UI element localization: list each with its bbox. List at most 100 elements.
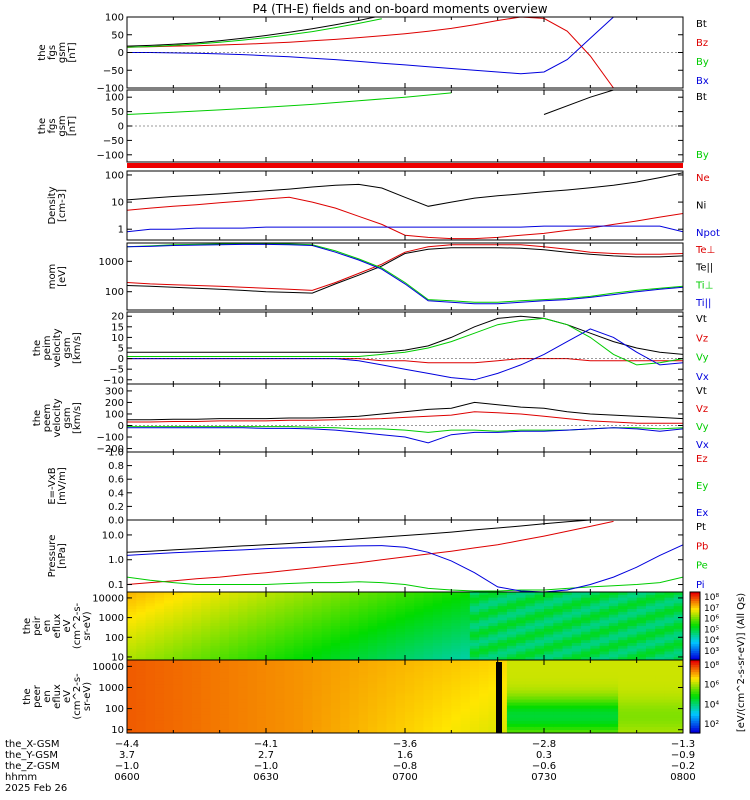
- y-axis-label: gsm: [57, 115, 68, 136]
- series-line-Npot: [127, 225, 683, 233]
- colorbar-tick-label: 10³: [704, 647, 719, 657]
- y-tick-label: 1000: [99, 257, 124, 268]
- legend-entry-Vz: Vz: [696, 404, 708, 415]
- legend-entry-Vy: Vy: [696, 422, 709, 433]
- y-tick-label: 10: [111, 198, 124, 209]
- colorbar-tick-label: 10⁴: [704, 700, 719, 710]
- panel-10: 10⁸ 10⁶ 10⁴ 10² 10000 1000 100 10 the peer en eflux…: [22, 659, 719, 736]
- legend-entry-Vz: Vz: [696, 333, 708, 344]
- series-line-Pt: [127, 520, 591, 553]
- y-axis-label: velocity: [52, 398, 63, 437]
- y-axis-label: sr-eV): [82, 682, 93, 711]
- y-tick-label: −100: [97, 150, 124, 161]
- y-tick-label: 0: [118, 354, 124, 365]
- y-axis-label: [nPa]: [57, 543, 68, 569]
- y-tick-label: 100: [105, 93, 124, 104]
- legend-entry-Ni: Ni: [696, 201, 706, 212]
- y-axis-label: Pressure: [47, 535, 58, 578]
- y-tick-label: 100: [105, 633, 124, 644]
- y-axis-label: [nT]: [67, 116, 78, 136]
- y-axis-label: eflux: [52, 614, 63, 639]
- y-axis-label: (cm^2-s-: [72, 673, 83, 720]
- colorbar-tick-label: 10²: [704, 720, 719, 730]
- x-annotation-value: 0700: [392, 772, 417, 783]
- y-axis-label: E=-VxB: [47, 467, 58, 504]
- colorbar-tick-label: 10⁷: [704, 604, 719, 614]
- y-axis-label: peer: [32, 684, 43, 708]
- y-tick-label: 100: [105, 704, 124, 715]
- x-annotation-value: −4.1: [254, 739, 278, 750]
- legend-entry-Te||: Te||: [695, 263, 713, 274]
- legend-entry-Vy: Vy: [696, 353, 709, 364]
- y-axis-label: gsm: [62, 337, 73, 358]
- colorbar-tick-label: 10⁴: [704, 636, 719, 646]
- series-line-Vt: [127, 315, 683, 355]
- y-axis-label: gsm: [62, 407, 73, 428]
- x-annotation-value: 0730: [531, 772, 556, 783]
- y-tick-label: 10: [111, 725, 124, 736]
- legend-entry-Vx: Vx: [696, 440, 709, 451]
- y-tick-label: 0.0: [108, 516, 124, 527]
- y-tick-label: −200: [97, 444, 124, 455]
- y-tick-label: 0.6: [108, 475, 124, 486]
- y-tick-label: 0.8: [108, 461, 124, 472]
- x-annotation-value: 1.6: [397, 750, 413, 761]
- legend-entry-Vt: Vt: [696, 386, 707, 397]
- legend-entry-Pb: Pb: [696, 541, 708, 552]
- y-tick-label: 10000: [92, 593, 124, 604]
- y-tick-label: 5: [118, 344, 124, 355]
- x-annotation-value: 0600: [114, 772, 139, 783]
- y-tick-label: 1000: [99, 613, 124, 624]
- y-tick-label: 10: [111, 652, 124, 663]
- panel-4: Te⊥ Te|| Ti⊥ Ti|| 1000 100 mom [eV]: [47, 242, 715, 311]
- y-axis-label: en: [42, 690, 53, 703]
- panel-2: Bt By 100 50 0 −50 −100 the fgs gsm [nT]: [37, 89, 709, 163]
- y-axis-label: fgs: [47, 118, 58, 133]
- legend-entry-Bx: Bx: [696, 76, 709, 87]
- y-tick-label: 0: [118, 48, 124, 59]
- x-annotation-label: hhmm: [5, 772, 37, 783]
- y-tick-label: 10000: [92, 662, 124, 673]
- legend-entry-Pt: Pt: [696, 522, 706, 533]
- series-line-Bx: [127, 17, 614, 75]
- x-annotation-label: 2025 Feb 26: [5, 783, 67, 794]
- y-tick-label: 1: [118, 225, 124, 236]
- x-annotation-value: 2.7: [258, 750, 274, 761]
- legend-entry-Pe: Pe: [696, 561, 708, 572]
- y-axis-label: gsm: [57, 42, 68, 63]
- y-tick-label: 10: [111, 333, 124, 344]
- series-line-Pb: [127, 520, 614, 585]
- y-axis-label: (cm^2-s-: [72, 602, 83, 649]
- y-axis-label: [km/s]: [72, 402, 83, 434]
- y-tick-label: 100: [105, 409, 124, 420]
- y-tick-label: 0: [118, 122, 124, 133]
- series-line-Vy: [127, 317, 683, 366]
- y-tick-label: 20: [111, 312, 124, 323]
- legend-entry-Vt: Vt: [696, 314, 707, 325]
- series-line-Vz: [127, 411, 683, 424]
- x-annotation-value: −0.2: [671, 761, 695, 772]
- y-axis-label: velocity: [52, 328, 63, 367]
- y-axis-label: the: [22, 618, 33, 634]
- y-axis-label: eflux: [52, 684, 63, 709]
- legend-entry-Ne: Ne: [696, 173, 710, 184]
- spectrogram-10: [127, 660, 683, 733]
- y-axis-label: [nT]: [67, 42, 78, 62]
- y-tick-label: 15: [111, 322, 124, 333]
- colorbar-tick-label: 10⁸: [704, 661, 719, 671]
- x-annotation-label: the_Z-GSM: [5, 761, 60, 772]
- series-line-Te⊥: [127, 244, 683, 291]
- legend-entry-Vx: Vx: [696, 372, 709, 383]
- separator-bar: [127, 163, 683, 168]
- colorbar-tick-label: 10⁶: [704, 615, 719, 625]
- series-line-Bz: [127, 17, 614, 88]
- series-line-Vx: [127, 427, 683, 444]
- series-line-Bt: [127, 17, 378, 47]
- y-axis-label: sr-eV): [82, 611, 93, 640]
- panel-frame: [126, 383, 684, 453]
- colorbar-tick-label: 10⁶: [704, 681, 719, 691]
- legend-entry-Bt: Bt: [696, 92, 707, 103]
- series-line-Ni: [127, 172, 683, 207]
- legend-entry-Ey: Ey: [696, 481, 708, 492]
